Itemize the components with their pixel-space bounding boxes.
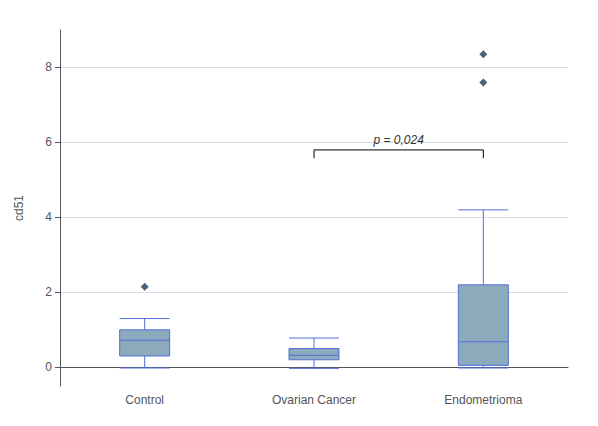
svg-text:Control: Control xyxy=(125,393,164,407)
svg-text:6: 6 xyxy=(45,135,52,149)
svg-text:2: 2 xyxy=(45,285,52,299)
svg-text:Ovarian Cancer: Ovarian Cancer xyxy=(272,393,356,407)
svg-text:p = 0,024: p = 0,024 xyxy=(372,133,424,147)
svg-text:Endometrioma: Endometrioma xyxy=(444,393,522,407)
svg-text:4: 4 xyxy=(45,210,52,224)
svg-text:cd51: cd51 xyxy=(12,195,26,221)
svg-text:8: 8 xyxy=(45,60,52,74)
svg-text:0: 0 xyxy=(45,360,52,374)
